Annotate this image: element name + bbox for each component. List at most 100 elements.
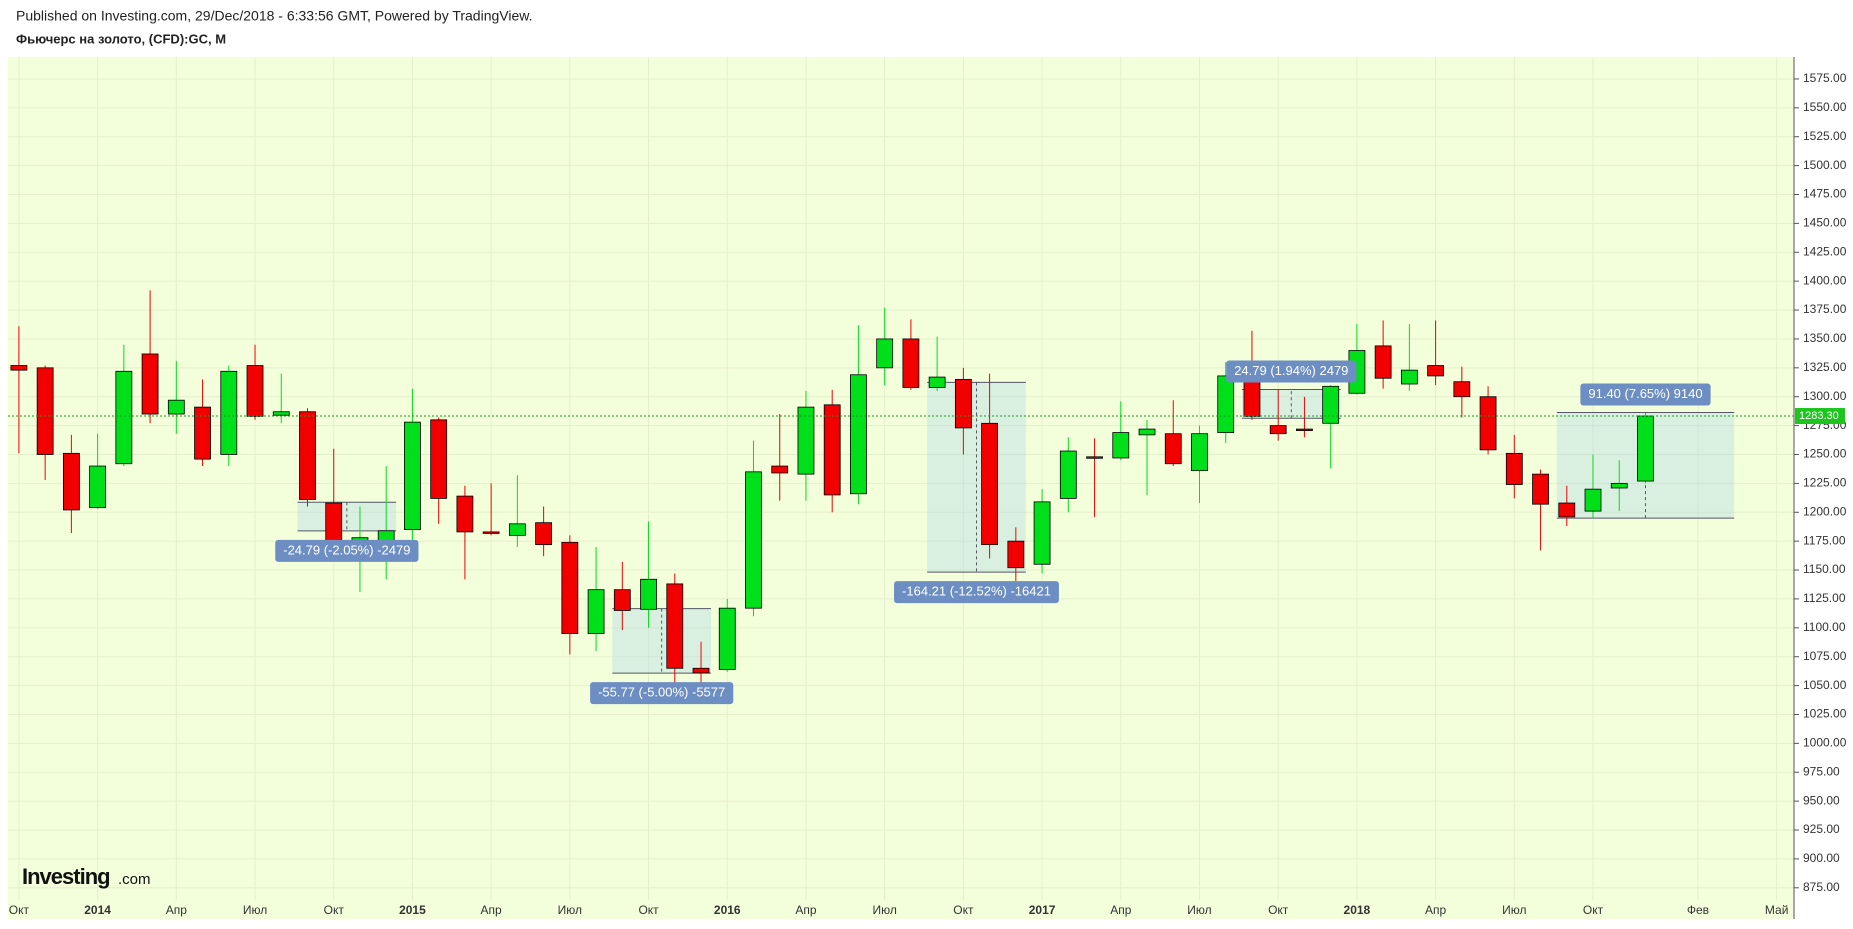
candle-body: [797, 406, 815, 475]
candle-body: [1479, 396, 1497, 451]
x-tick-label: Фев: [1687, 903, 1709, 917]
candle-body: [1610, 482, 1628, 489]
y-tick-label: 1050.00: [1803, 678, 1847, 692]
candle-body: [1059, 450, 1077, 499]
candle-body: [89, 465, 107, 509]
candle-body: [535, 522, 553, 546]
candle-body: [1296, 428, 1313, 431]
y-tick-label: 1350.00: [1803, 331, 1847, 345]
y-tick-label: 1075.00: [1803, 649, 1847, 663]
x-tick-label: Окт: [1583, 903, 1604, 917]
y-tick-label: 1175.00: [1803, 533, 1846, 547]
candle-body: [1322, 385, 1340, 424]
candle-body: [62, 452, 80, 511]
candle-body: [1400, 369, 1418, 385]
candle-body: [692, 667, 710, 674]
x-tick-label: Май: [1765, 903, 1789, 917]
candle-body: [561, 541, 579, 634]
candle-body: [1269, 425, 1287, 435]
y-tick-label: 1200.00: [1803, 504, 1847, 518]
y-tick-label: 925.00: [1803, 822, 1840, 836]
measure-label: -164.21 (-12.52%) -16421: [902, 584, 1051, 599]
candle-body: [876, 338, 894, 369]
plot-background: [8, 57, 1794, 919]
candle-body: [1086, 456, 1103, 459]
candle-body: [850, 374, 867, 495]
y-tick-label: 1475.00: [1803, 187, 1847, 201]
x-tick-label: Окт: [324, 903, 345, 917]
candle-body: [456, 495, 474, 533]
y-tick-label: 875.00: [1803, 880, 1840, 894]
candle-body: [1374, 345, 1392, 379]
y-tick-label: 1150.00: [1803, 562, 1846, 576]
published-note: Published on Investing.com, 29/Dec/2018 …: [16, 8, 532, 24]
candle-body: [981, 422, 999, 546]
candle-body: [1505, 452, 1523, 485]
axes: 875.00 900.00 925.00 950.00 975.00 1000.00 102…: [9, 71, 1847, 917]
x-tick-label: Окт: [953, 903, 974, 917]
x-tick-label: Апр: [166, 903, 188, 917]
candle-body: [1584, 488, 1602, 512]
candle-body: [718, 607, 736, 670]
y-tick-label: 1325.00: [1803, 360, 1847, 374]
candle-body: [1112, 432, 1130, 459]
candle-body: [613, 589, 631, 611]
measure-label-bg: [894, 581, 1059, 604]
measure-label-bg: [275, 539, 419, 562]
candle-body: [928, 376, 946, 388]
measure-label-bg: [590, 682, 734, 705]
y-tick-label: 1300.00: [1803, 389, 1847, 403]
candle-body: [36, 367, 54, 455]
candle-body: [1532, 473, 1549, 505]
x-tick-label: Окт: [1268, 903, 1289, 917]
candle-body: [1007, 540, 1025, 569]
x-tick-label: 2014: [84, 903, 111, 917]
measure-label: -55.77 (-5.00%) -5577: [598, 685, 725, 700]
y-tick-label: 1100.00: [1803, 620, 1846, 634]
x-tick-label: Апр: [1110, 903, 1132, 917]
y-tick-label: 1400.00: [1803, 273, 1847, 287]
y-tick-label: 950.00: [1803, 793, 1840, 807]
y-tick-label: 1500.00: [1803, 158, 1847, 172]
x-tick-label: Июл: [872, 903, 896, 917]
candle-body: [1637, 415, 1654, 482]
candle-body: [1558, 502, 1576, 518]
candle-body: [1138, 428, 1156, 436]
x-tick-label: Апр: [1425, 903, 1447, 917]
y-tick-label: 1125.00: [1803, 591, 1846, 605]
y-tick-label: 1000.00: [1803, 736, 1847, 750]
measure-label: 24.79 (1.94%) 2479: [1234, 363, 1348, 378]
x-tick-label: 2016: [714, 903, 741, 917]
x-tick-label: 2018: [1344, 903, 1371, 917]
logo-name: Investing: [22, 864, 110, 889]
candle-body: [508, 523, 526, 536]
y-tick-label: 1375.00: [1803, 302, 1847, 316]
last-price-label: 1283.30: [1799, 410, 1839, 422]
y-tick-label: 1025.00: [1803, 707, 1847, 721]
x-tick-label: Окт: [638, 903, 659, 917]
x-tick-label: Июл: [243, 903, 267, 917]
x-tick-label: Июл: [1187, 903, 1211, 917]
candle-body: [1217, 375, 1235, 433]
marks: -24.79 (-2.05%) -2479 -55.77 (-5.00%) -55…: [8, 290, 1794, 705]
x-tick-label: Июл: [1502, 903, 1526, 917]
logo-suffix: .com: [118, 871, 151, 888]
y-tick-label: 1425.00: [1803, 244, 1847, 258]
candle-body: [1191, 433, 1208, 472]
candle-body: [167, 399, 185, 415]
y-tick-label: 1550.00: [1803, 100, 1847, 114]
measure-label: -24.79 (-2.05%) -2479: [283, 542, 410, 557]
candle-body: [954, 378, 972, 429]
candle-body: [10, 365, 28, 371]
candle-body: [299, 411, 316, 500]
candle-body: [771, 465, 789, 474]
y-tick-label: 1575.00: [1803, 71, 1847, 85]
candle-body: [745, 471, 762, 609]
candle-body: [482, 531, 500, 534]
measure-label: 91.40 (7.65%) 9140: [1588, 386, 1702, 401]
candle-body: [246, 365, 264, 417]
x-tick-label: 2017: [1029, 903, 1056, 917]
candle-body: [640, 578, 657, 610]
